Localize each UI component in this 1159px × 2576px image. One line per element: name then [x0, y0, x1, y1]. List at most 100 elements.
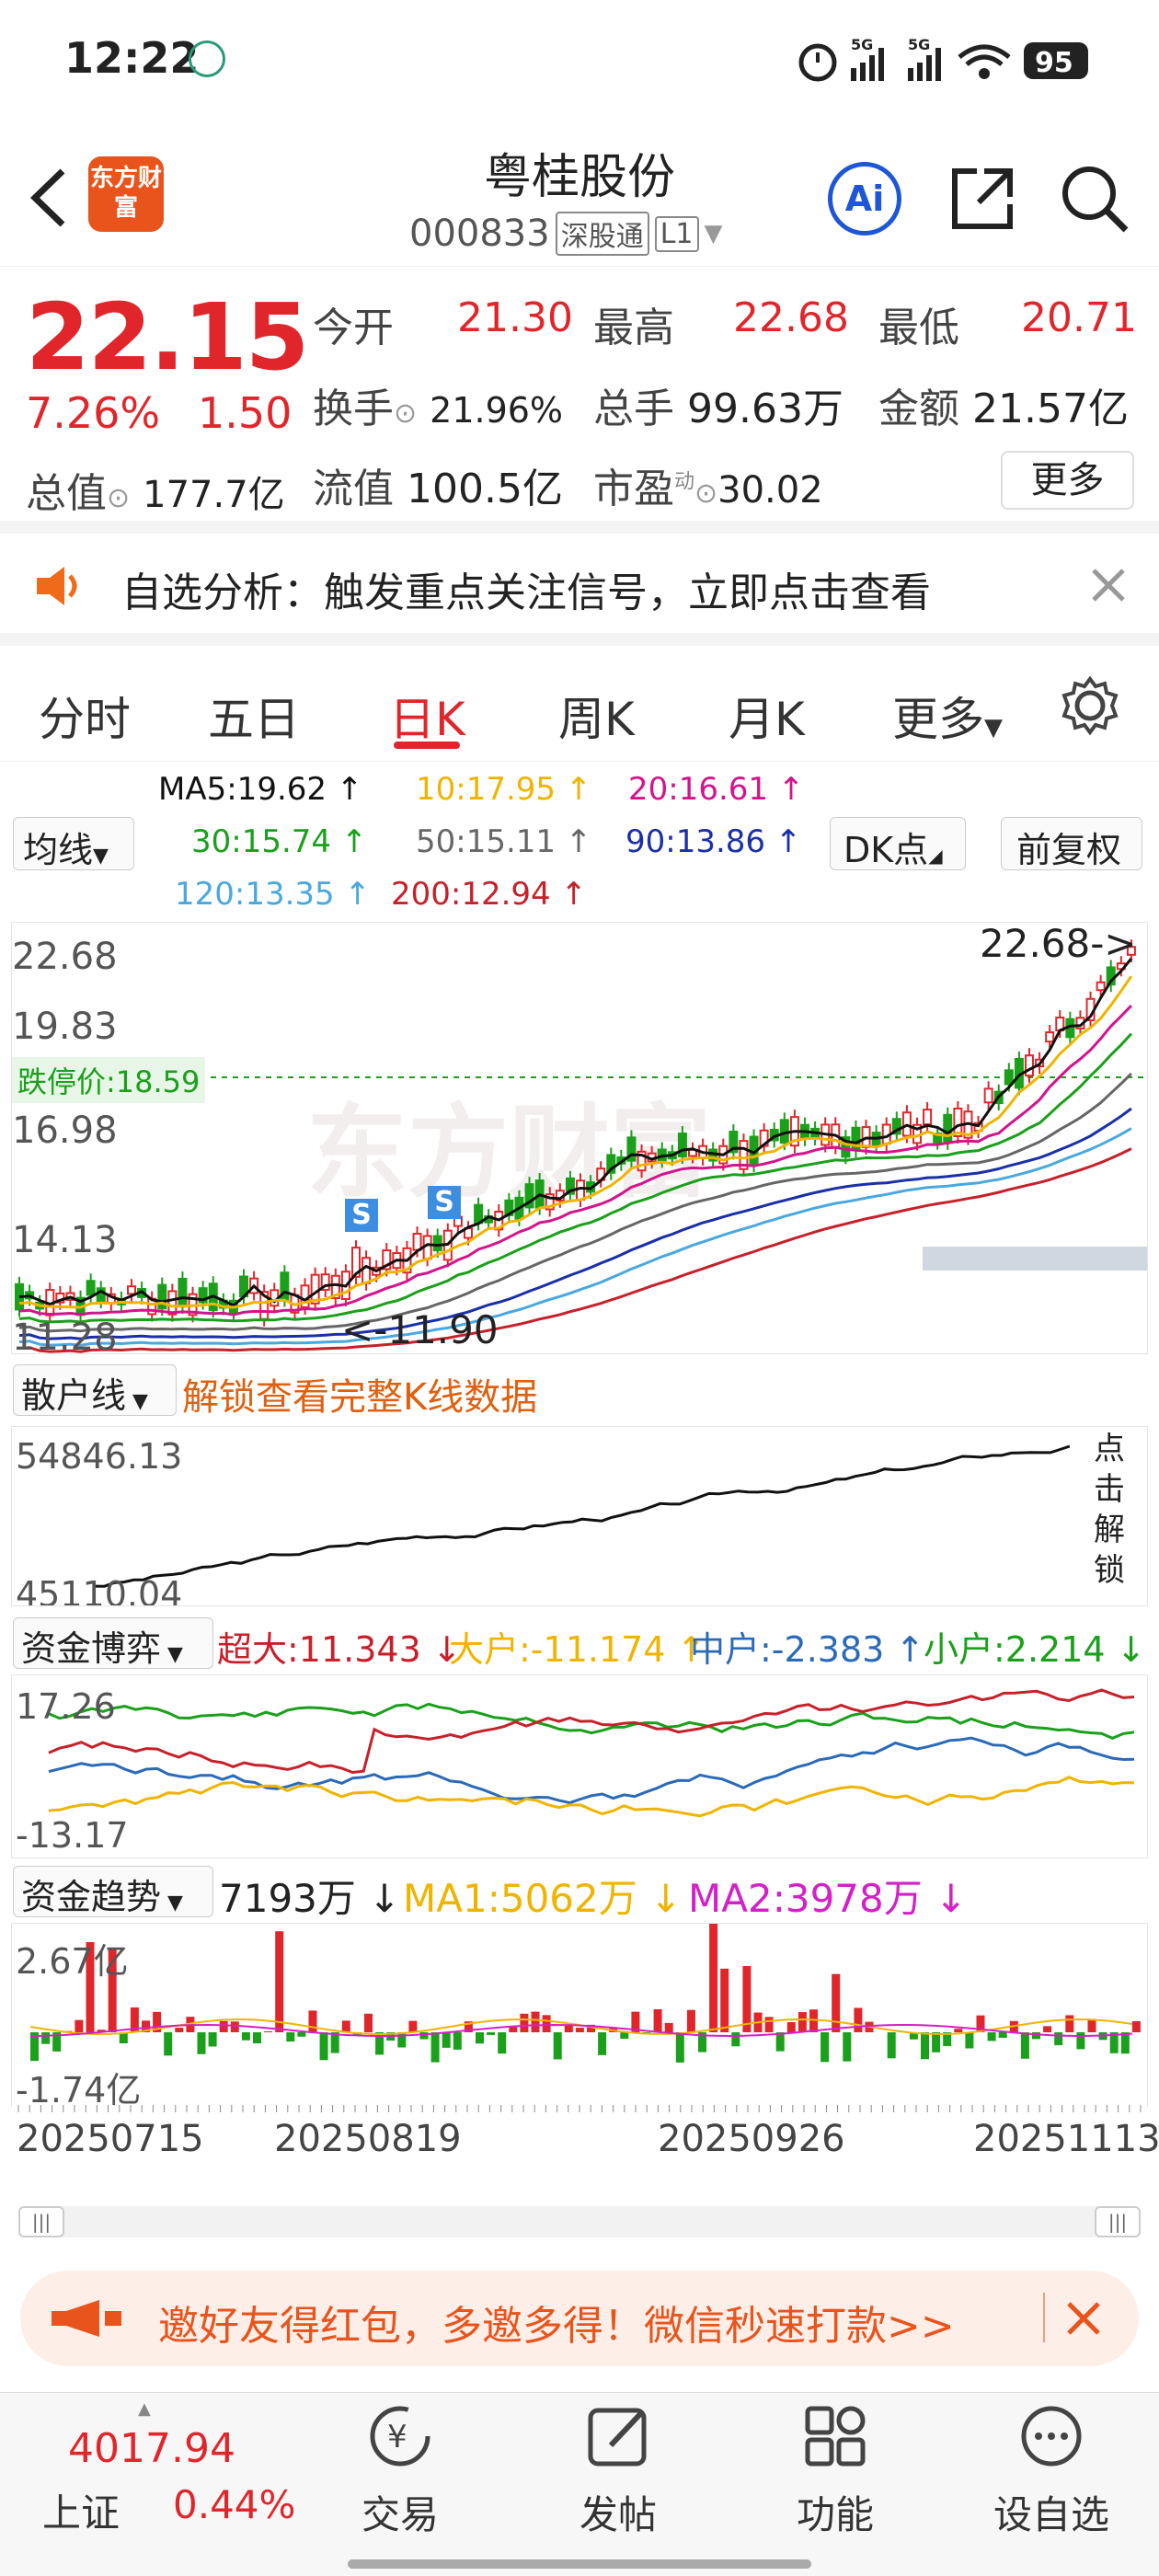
- retail-selector[interactable]: 散户线 ▼: [13, 1364, 177, 1416]
- candle-body: [1025, 1054, 1034, 1077]
- ma-line: [18, 1147, 1132, 1353]
- flow-bar: [786, 2022, 796, 2032]
- nav-functions-label: 功能: [796, 2492, 874, 2537]
- flow-bar: [164, 2032, 173, 2056]
- flow-bar: [742, 1966, 752, 2032]
- sell-signal-2[interactable]: S: [428, 1186, 461, 1219]
- flow-bar: [453, 2032, 462, 2050]
- ai-icon[interactable]: Ai: [828, 162, 901, 236]
- tab-monthly-k[interactable]: 月K: [729, 693, 805, 746]
- capital-trend-chart[interactable]: 2.67亿 -1.74亿: [11, 1923, 1148, 2107]
- sell-signal-1[interactable]: S: [345, 1199, 378, 1232]
- flow-bar: [887, 2032, 896, 2059]
- flow-bar: [408, 2020, 418, 2032]
- ma10-label: 10:17.95 ↑: [416, 771, 592, 808]
- flow-bar: [720, 1968, 729, 2032]
- flow-bar: [1076, 2032, 1085, 2050]
- flow-bar: [775, 2032, 785, 2052]
- highlight-band: [923, 1247, 1147, 1271]
- flow-bar: [30, 2032, 39, 2062]
- candle-body: [943, 1113, 953, 1144]
- flow-bar: [297, 2032, 306, 2037]
- open-value: 21.30: [457, 294, 573, 341]
- kline-chart[interactable]: 东方财富 22.68 19.83 跌停价:18.59 16.98 14.13 1…: [11, 922, 1148, 1354]
- flow-bar: [1087, 2018, 1096, 2032]
- speaker-icon: [37, 567, 77, 605]
- share-icon[interactable]: [947, 164, 1017, 234]
- tab-5day[interactable]: 五日: [208, 693, 300, 746]
- candle-body: [178, 1277, 188, 1308]
- y-label-2: 19.83: [12, 1006, 118, 1048]
- back-icon[interactable]: [26, 166, 72, 230]
- flow-bar: [675, 2032, 684, 2063]
- tab-more[interactable]: 更多▼: [892, 693, 1003, 746]
- chart-scrollbar[interactable]: ||| |||: [18, 2206, 1141, 2237]
- candle-body: [198, 1287, 208, 1304]
- flow-bar: [1032, 2032, 1040, 2040]
- svg-text:95: 95: [1035, 47, 1073, 79]
- chevron-down-icon[interactable]: ▼: [704, 220, 723, 247]
- ma-selector[interactable]: 均线▼: [13, 817, 134, 870]
- capital-game-selector[interactable]: 资金博弈 ▼: [13, 1617, 213, 1669]
- tab-intraday[interactable]: 分时: [39, 693, 131, 746]
- capital-trend-canvas: [29, 1924, 1141, 2063]
- flow-bar: [52, 2032, 62, 2052]
- svg-text:5G: 5G: [908, 37, 930, 53]
- search-icon[interactable]: [1058, 162, 1131, 236]
- flow-bar: [509, 2026, 518, 2032]
- promo-banner[interactable]: 邀好友得红包，多邀多得！微信秒速打款>>: [20, 2271, 1139, 2366]
- banner-text: 自选分析：触发重点关注信号，立即点击查看: [121, 569, 931, 616]
- candle-body: [923, 1109, 933, 1126]
- eastmoney-logo[interactable]: 东方财富: [88, 156, 164, 232]
- svg-text:¥: ¥: [387, 2419, 407, 2455]
- flow-bar: [153, 2011, 162, 2032]
- capital-game-canvas: [48, 1688, 1135, 1818]
- more-button[interactable]: 更多: [1001, 451, 1134, 510]
- flow-bar: [1054, 2032, 1063, 2046]
- dk-point-button[interactable]: DK点◢: [830, 817, 966, 870]
- capital-trend-selector[interactable]: 资金趋势 ▼: [13, 1866, 213, 1917]
- stock-code: 000833: [409, 213, 550, 255]
- flow-bar: [820, 2032, 830, 2063]
- alert-banner[interactable]: 自选分析：触发重点关注信号，立即点击查看: [0, 534, 1159, 646]
- settings-icon[interactable]: [1060, 675, 1120, 736]
- post-icon: [588, 2408, 647, 2467]
- unlock-side-button[interactable]: 点击解锁: [1070, 1427, 1147, 1605]
- candle-body: [167, 1290, 178, 1316]
- flow-bar: [75, 2019, 84, 2032]
- flow-bar: [620, 2032, 629, 2040]
- retail-chart[interactable]: 54846.13 45110.04 点击解锁: [11, 1426, 1148, 1606]
- nav-add-watchlist[interactable]: 设自选: [982, 2401, 1120, 2540]
- candle-body: [157, 1283, 167, 1310]
- nav-functions[interactable]: 功能: [766, 2401, 904, 2540]
- change-pct: 7.26%: [26, 388, 161, 438]
- tab-daily-k[interactable]: 日K: [389, 693, 465, 746]
- nav-post[interactable]: 发帖: [549, 2401, 687, 2540]
- close-icon[interactable]: [1090, 567, 1127, 604]
- amount-row: 金额 21.57亿: [878, 385, 1129, 432]
- game-y-max: 17.26: [16, 1686, 116, 1727]
- ma-line: [18, 957, 1133, 1307]
- trade-icon: ¥: [370, 2406, 430, 2467]
- flow-bar: [520, 2013, 529, 2032]
- adjust-button[interactable]: 前复权: [1001, 817, 1142, 870]
- scroll-handle-right[interactable]: |||: [1095, 2206, 1141, 2237]
- stock-code-row: 000833 深股通 L1 ▼: [409, 212, 723, 256]
- capital-game-chart[interactable]: 17.26 -13.17: [11, 1674, 1148, 1858]
- promo-divider: [1043, 2293, 1045, 2342]
- candle-body: [891, 1118, 901, 1135]
- nav-trade[interactable]: ¥ 交易: [331, 2401, 469, 2540]
- mcap-row: 总值⊙ 177.7亿: [26, 470, 285, 517]
- retail-y-max: 54846.13: [16, 1436, 183, 1477]
- flow-bar: [764, 2017, 774, 2032]
- tab-weekly-k[interactable]: 周K: [558, 693, 635, 746]
- unlock-link[interactable]: 解锁查看完整K线数据: [182, 1376, 538, 1419]
- large-value: 大户:-11.174 ↑: [449, 1629, 706, 1670]
- promo-close-icon[interactable]: [1065, 2300, 1102, 2337]
- scroll-handle-left[interactable]: |||: [18, 2206, 64, 2237]
- flow-bar: [41, 2032, 51, 2044]
- trend-value: 7193万 ↓: [219, 1876, 401, 1921]
- low-label: 最低: [878, 305, 959, 351]
- flow-bar: [954, 2029, 963, 2032]
- flow-bar: [1065, 2015, 1074, 2032]
